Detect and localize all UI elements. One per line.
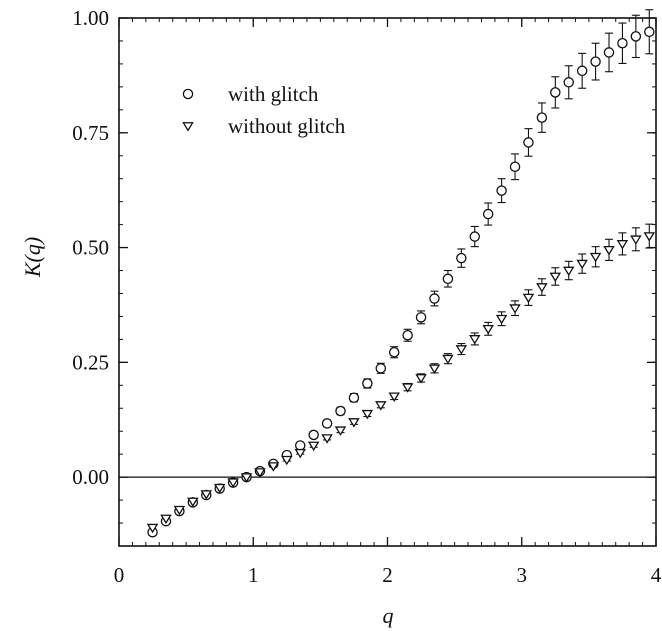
triangle-marker: [200, 490, 213, 500]
triangle-marker: [603, 245, 615, 256]
circle-marker: [429, 293, 440, 304]
triangle-marker: [187, 497, 199, 508]
circle-marker: [550, 87, 561, 98]
circle-marker: [308, 429, 319, 441]
triangle-marker: [415, 374, 427, 384]
triangle-marker: [240, 473, 253, 483]
circle-marker: [348, 392, 360, 403]
circle-marker: [456, 252, 467, 264]
circle-marker: [321, 418, 333, 429]
triangle-marker: [388, 392, 400, 402]
triangle-marker: [334, 426, 347, 436]
triangle-marker: [442, 354, 454, 365]
circle-marker: [294, 440, 306, 451]
triangle-marker: [321, 434, 333, 444]
axes: [118, 17, 657, 547]
triangle-marker: [173, 505, 186, 516]
ticks: 0 1 2 3 4 0.00 0.25 0.50 0.75 1.00: [72, 6, 662, 587]
triangle-marker: [307, 441, 320, 452]
circle-marker: [536, 112, 548, 123]
circle-marker: [442, 273, 454, 285]
triangle-marker: [213, 483, 226, 494]
error-bars: [255, 9, 654, 474]
triangle-marker: [294, 448, 306, 459]
x-tick-label: 1: [248, 563, 259, 587]
triangle-marker: [348, 418, 360, 428]
plot-frame: [118, 17, 657, 547]
legend-circle-marker: [182, 88, 194, 100]
triangle-marker: [589, 252, 602, 263]
triangle-marker: [509, 304, 521, 314]
circle-marker: [523, 137, 534, 148]
circle-marker: [402, 330, 413, 341]
legend-label-with-glitch: with glitch: [228, 82, 319, 106]
triangle-marker: [562, 266, 575, 277]
legend-label-without-glitch: without glitch: [228, 114, 346, 138]
triangle-marker: [536, 283, 548, 293]
triangle-marker: [146, 523, 159, 534]
triangle-marker: [267, 462, 280, 472]
triangle-marker: [401, 383, 414, 393]
legend: with glitch without glitch: [182, 82, 346, 138]
circle-marker: [388, 346, 400, 358]
x-tick-label: 4: [651, 563, 662, 587]
circle-marker: [375, 363, 387, 374]
x-tick-label: 3: [517, 563, 528, 587]
circle-marker: [576, 65, 588, 77]
triangle-marker: [616, 240, 629, 250]
y-tick-label: 0.25: [72, 350, 109, 374]
triangle-marker: [630, 235, 642, 245]
circle-marker: [563, 77, 574, 88]
circle-marker: [335, 405, 346, 417]
circle-marker: [469, 231, 481, 242]
triangle-marker: [254, 468, 266, 478]
y-tick-label: 1.00: [72, 6, 109, 30]
circle-marker: [496, 185, 507, 196]
y-tick-label: 0.75: [72, 121, 109, 145]
triangle-marker: [495, 314, 508, 325]
y-tick-label: 0.50: [72, 236, 109, 260]
circle-marker: [482, 208, 494, 220]
circle-marker: [362, 378, 373, 389]
circle-marker: [630, 31, 642, 42]
triangle-marker: [361, 409, 374, 420]
triangle-marker: [455, 345, 468, 355]
triangle-marker: [522, 293, 535, 304]
circle-marker: [509, 161, 521, 173]
data-markers: [146, 26, 656, 538]
triangle-marker: [160, 514, 172, 525]
x-tick-label: 0: [114, 563, 125, 587]
circle-marker: [603, 47, 615, 58]
y-tick-label: 0.00: [72, 465, 109, 489]
circle-marker: [617, 38, 628, 49]
triangle-marker: [482, 324, 494, 335]
triangle-marker: [469, 335, 481, 345]
triangle-marker: [549, 272, 562, 283]
triangle-marker: [643, 232, 656, 242]
triangle-marker: [428, 364, 441, 374]
legend-triangle-marker: [182, 122, 194, 132]
triangle-marker: [227, 478, 239, 488]
triangle-marker: [576, 259, 588, 270]
circle-marker: [644, 26, 655, 38]
circle-marker: [415, 312, 427, 323]
triangle-marker: [375, 401, 387, 411]
circle-marker: [590, 56, 601, 67]
triangle-marker: [281, 455, 293, 466]
y-axis-title: K(q): [20, 237, 45, 278]
x-axis-title: q: [383, 603, 394, 628]
x-tick-label: 2: [382, 563, 393, 587]
